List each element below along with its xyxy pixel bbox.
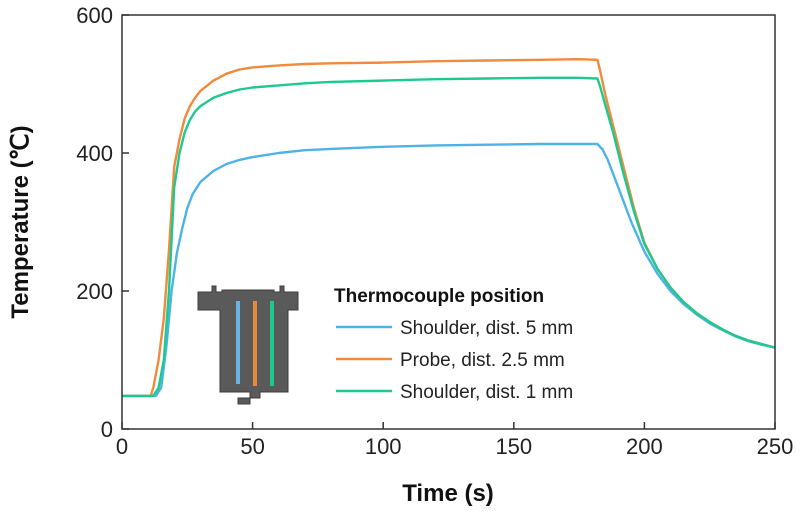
legend-title: Thermocouple position — [334, 286, 544, 307]
legend-label-shoulder-5mm: Shoulder, dist. 5 mm — [400, 318, 573, 339]
tick-labels: 0 50 100 150 200 250 0 200 400 600 — [76, 3, 793, 459]
y-tick-label-2: 400 — [76, 141, 113, 166]
legend-label-shoulder-1mm: Shoulder, dist. 1 mm — [400, 382, 573, 403]
y-tick-label-3: 600 — [76, 3, 113, 28]
y-tick-label-1: 200 — [76, 279, 113, 304]
legend-label-probe-2-5mm: Probe, dist. 2.5 mm — [400, 350, 565, 371]
series-lines — [122, 58, 776, 398]
plot-frame — [121, 14, 776, 430]
series-line-2 — [122, 76, 776, 398]
axis-ticks — [121, 14, 776, 430]
x-axis-title: Time (s) — [402, 480, 494, 507]
x-tick-label-3: 150 — [495, 434, 532, 459]
y-axis-title: Temperature (℃) — [7, 125, 34, 318]
x-tick-label-5: 250 — [757, 434, 794, 459]
legend: Thermocouple position Shoulder, dist. 5 … — [334, 286, 573, 403]
x-tick-label-1: 50 — [240, 434, 264, 459]
x-tick-label-0: 0 — [116, 434, 128, 459]
x-tick-label-4: 200 — [626, 434, 663, 459]
y-tick-label-0: 0 — [101, 417, 113, 442]
tool-cross-section-illustration — [197, 285, 299, 405]
x-tick-label-2: 100 — [365, 434, 402, 459]
